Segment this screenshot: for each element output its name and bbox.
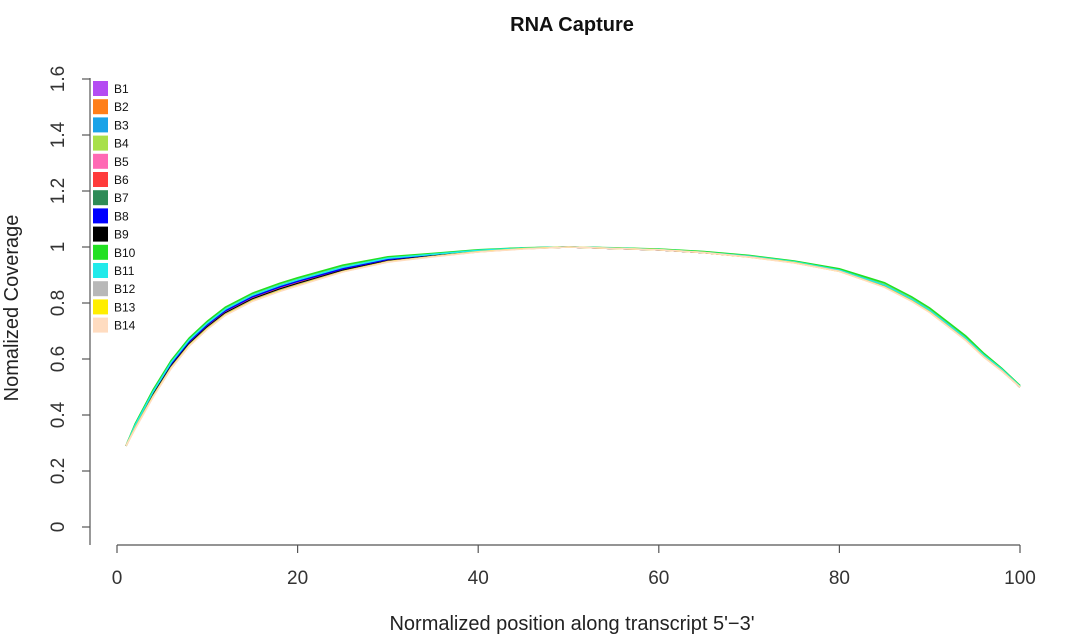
series-line-b5 bbox=[125, 246, 1021, 447]
series-line-b12 bbox=[125, 246, 1021, 447]
y-tick-label-5: 1 bbox=[48, 242, 69, 253]
legend-label-b9: B9 bbox=[114, 228, 129, 242]
series-line-b7 bbox=[125, 246, 1021, 447]
series-line-b10 bbox=[125, 246, 1021, 447]
legend-swatch-b12 bbox=[93, 281, 108, 297]
series-line-b13 bbox=[125, 246, 1021, 447]
series-line-b14 bbox=[125, 246, 1021, 447]
x-axis-ticks: 0 20 40 60 80 100 bbox=[112, 545, 1036, 589]
series-line-b4 bbox=[125, 246, 1021, 447]
legend-label-b3: B3 bbox=[114, 118, 129, 132]
series-lines bbox=[125, 246, 1021, 447]
x-tick-label-1: 20 bbox=[287, 568, 308, 589]
y-tick-label-6: 1.2 bbox=[48, 178, 69, 204]
x-tick-label-5: 100 bbox=[1004, 568, 1036, 589]
legend-label-b1: B1 bbox=[114, 82, 129, 96]
legend-swatch-b10 bbox=[93, 244, 108, 260]
x-axis-label: Normalized position along transcript 5'−… bbox=[389, 613, 754, 635]
legend-label-b10: B10 bbox=[114, 246, 136, 260]
series-line-b2 bbox=[125, 246, 1021, 447]
legend-label-b5: B5 bbox=[114, 155, 129, 169]
legend-label-b11: B11 bbox=[114, 264, 135, 278]
legend-swatch-b13 bbox=[93, 299, 108, 315]
series-line-b3 bbox=[125, 246, 1021, 447]
series-line-b1 bbox=[125, 246, 1021, 447]
series-line-b6 bbox=[125, 246, 1021, 447]
legend-swatch-b2 bbox=[93, 99, 108, 115]
series-line-b9 bbox=[125, 246, 1021, 447]
y-tick-label-4: 0.8 bbox=[48, 290, 69, 316]
y-tick-label-7: 1.4 bbox=[48, 121, 69, 148]
legend-swatch-b3 bbox=[93, 117, 108, 133]
legend-swatch-b4 bbox=[93, 135, 108, 151]
legend-label-b4: B4 bbox=[114, 137, 129, 151]
legend-swatch-b1 bbox=[93, 81, 108, 96]
legend-swatch-b6 bbox=[93, 172, 108, 187]
y-axis-label: Nomalized Coverage bbox=[1, 215, 23, 402]
x-tick-label-2: 40 bbox=[468, 568, 489, 589]
y-tick-label-1: 0.2 bbox=[48, 458, 69, 484]
y-axis-ticks: 0 0.2 0.4 0.6 0.8 1 1.2 1.4 1.6 bbox=[48, 66, 90, 533]
y-tick-label-8: 1.6 bbox=[48, 66, 69, 92]
x-tick-label-0: 0 bbox=[112, 568, 123, 589]
legend-swatch-b9 bbox=[93, 226, 108, 242]
x-tick-label-3: 60 bbox=[648, 568, 669, 589]
legend-swatch-b5 bbox=[93, 153, 108, 169]
y-tick-label-2: 0.4 bbox=[48, 401, 69, 428]
legend-swatch-b8 bbox=[93, 208, 108, 224]
legend-label-b8: B8 bbox=[114, 209, 129, 223]
y-tick-label-3: 0.6 bbox=[48, 346, 69, 372]
legend-label-b14: B14 bbox=[114, 319, 136, 333]
legend-label-b13: B13 bbox=[114, 300, 136, 314]
legend-label-b2: B2 bbox=[114, 100, 129, 114]
legend-swatch-b7 bbox=[93, 190, 108, 206]
chart-title: RNA Capture bbox=[510, 14, 634, 36]
legend-swatch-b14 bbox=[93, 317, 108, 333]
y-tick-label-0: 0 bbox=[48, 522, 69, 533]
legend-label-b7: B7 bbox=[114, 191, 129, 205]
legend-swatch-b11 bbox=[93, 263, 108, 278]
series-line-b11 bbox=[125, 246, 1021, 447]
legend-label-b6: B6 bbox=[114, 173, 129, 187]
legend-label-b12: B12 bbox=[114, 282, 136, 296]
x-tick-label-4: 80 bbox=[829, 568, 850, 589]
legend: B1 B2 B3 B4 B5 B6 B7 B8 B9 B10 B11 B12 B13 B14 bbox=[93, 81, 136, 333]
series-line-b8 bbox=[125, 246, 1021, 447]
